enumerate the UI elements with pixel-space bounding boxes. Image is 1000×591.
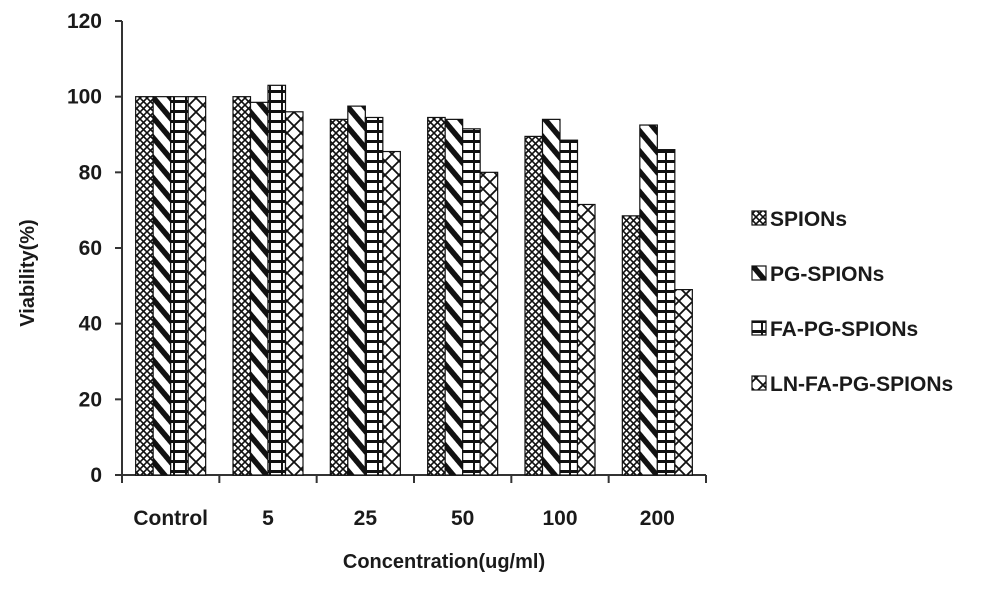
y-tick-label: 100 (67, 86, 102, 109)
bar-fa-pg-spions-200 (656, 149, 676, 476)
bar-ln-fa-pg-spions-5 (284, 111, 304, 476)
y-axis-title: Viability(%) (17, 219, 39, 326)
bar-ln-fa-pg-spions-50 (479, 171, 499, 476)
bar-spions-200 (621, 215, 641, 476)
bar-ln-fa-pg-spions-25 (382, 150, 401, 476)
bar-spions-100 (524, 135, 544, 476)
legend-swatch (751, 265, 767, 281)
bar-spions-50 (427, 116, 446, 476)
x-tick-label: 100 (542, 507, 577, 530)
bar-pg-spions-25 (347, 105, 366, 476)
y-tick-label: 120 (67, 10, 102, 33)
x-axis-title: Concentration(ug/ml) (343, 551, 545, 573)
bar-fa-pg-spions-control (170, 96, 189, 476)
bar-ln-fa-pg-spions-200 (674, 289, 693, 476)
y-tick-label: 80 (79, 161, 102, 184)
legend-label: SPIONs (770, 208, 847, 231)
y-tick-label: 0 (90, 464, 102, 487)
bar-pg-spions-100 (541, 118, 561, 476)
legend-swatch (751, 375, 767, 391)
x-tick-label: Control (133, 507, 208, 530)
bar-fa-pg-spions-100 (559, 139, 579, 476)
bar-ln-fa-pg-spions-control (187, 96, 207, 476)
x-tick-label: 200 (640, 507, 675, 530)
legend-label: FA-PG-SPIONs (770, 318, 918, 341)
x-tick-label: 5 (262, 507, 274, 530)
y-tick-label: 20 (79, 388, 102, 411)
bar-pg-spions-5 (249, 101, 269, 476)
y-tick-label: 40 (79, 313, 102, 336)
legend-label: PG-SPIONs (770, 263, 884, 286)
bar-spions-control (135, 96, 154, 476)
bar-spions-25 (329, 118, 349, 476)
bar-fa-pg-spions-25 (364, 116, 384, 476)
bar-ln-fa-pg-spions-100 (576, 203, 596, 476)
x-tick-label: 50 (451, 507, 474, 530)
legend-swatch (751, 210, 767, 226)
bar-pg-spions-200 (639, 124, 658, 476)
y-tick-label: 60 (79, 237, 102, 260)
bar-fa-pg-spions-5 (267, 84, 287, 476)
bar-pg-spions-control (152, 96, 172, 476)
legend-label: LN-FA-PG-SPIONs (770, 373, 953, 396)
x-tick-label: 25 (354, 507, 378, 530)
legend-swatch (751, 320, 767, 336)
bar-fa-pg-spions-50 (462, 128, 481, 476)
bar-spions-5 (232, 96, 252, 476)
bar-pg-spions-50 (444, 118, 464, 476)
